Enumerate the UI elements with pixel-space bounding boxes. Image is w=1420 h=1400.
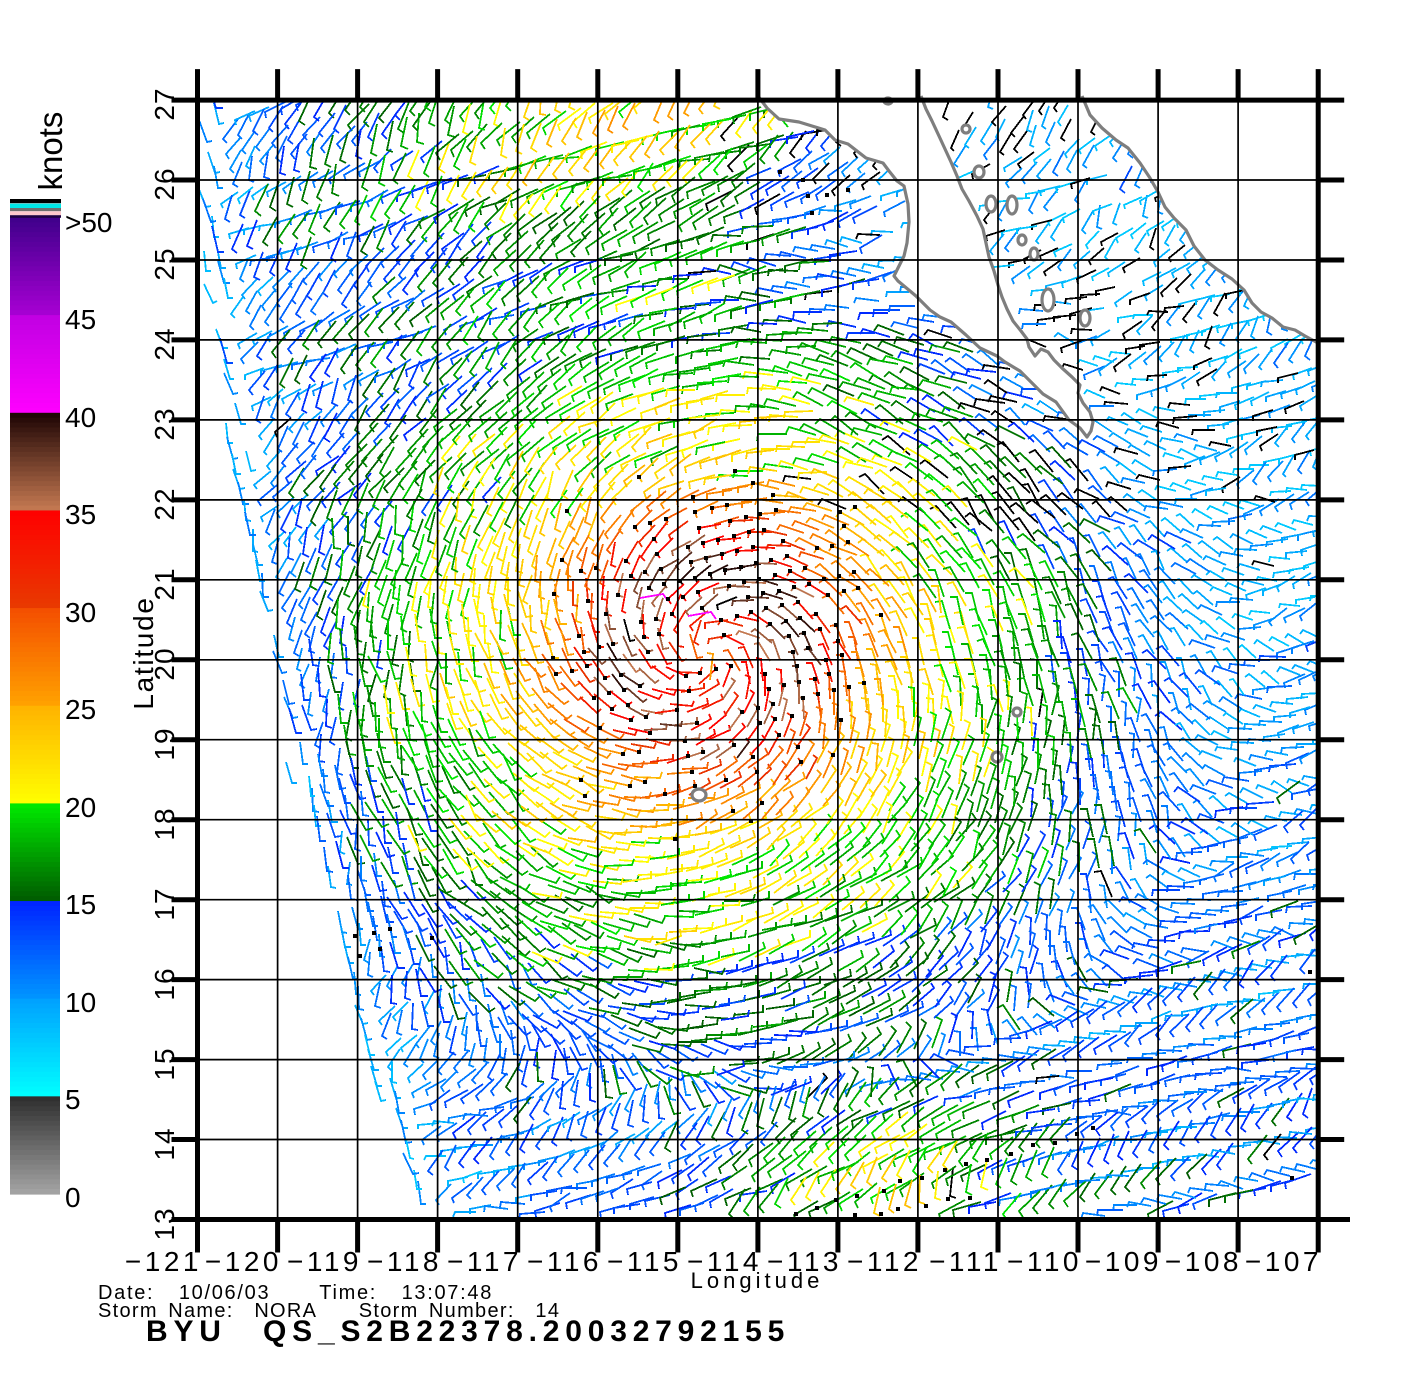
svg-text:45: 45 <box>65 304 96 335</box>
svg-text:−115: −115 <box>607 1246 682 1277</box>
svg-text:−120: −120 <box>205 1246 282 1277</box>
svg-text:25: 25 <box>149 247 180 280</box>
svg-text:0: 0 <box>65 1182 81 1213</box>
svg-text:−113: −113 <box>767 1246 842 1277</box>
svg-text:>50: >50 <box>65 207 113 238</box>
svg-text:26: 26 <box>149 167 180 200</box>
svg-text:40: 40 <box>65 402 96 433</box>
svg-text:20: 20 <box>65 792 96 823</box>
svg-text:−116: −116 <box>527 1246 602 1277</box>
svg-text:18: 18 <box>149 807 180 840</box>
svg-text:−117: −117 <box>447 1246 522 1277</box>
svg-text:35: 35 <box>65 499 96 530</box>
svg-text:27: 27 <box>149 87 180 120</box>
svg-text:Date: 10/06/03 Time: 13:0: Date: 10/06/03 Time: 13:07:48 <box>98 1282 493 1304</box>
svg-text:−119: −119 <box>287 1246 362 1277</box>
svg-text:knots: knots <box>32 112 69 191</box>
svg-text:10: 10 <box>65 987 96 1018</box>
svg-text:−108: −108 <box>1165 1246 1242 1277</box>
svg-text:17: 17 <box>149 887 180 920</box>
svg-text:5: 5 <box>65 1084 81 1115</box>
svg-text:−107: −107 <box>1245 1246 1322 1277</box>
svg-text:−112: −112 <box>847 1246 922 1277</box>
svg-text:16: 16 <box>149 967 180 1000</box>
svg-text:Storm Name: NORA Storm Num: Storm Name: NORA Storm Number: 14 <box>98 1300 560 1322</box>
svg-text:14: 14 <box>149 1127 180 1160</box>
svg-text:−121: −121 <box>125 1246 202 1277</box>
svg-text:−110: −110 <box>1007 1246 1082 1277</box>
svg-text:−118: −118 <box>367 1246 442 1277</box>
svg-text:21: 21 <box>149 567 180 600</box>
svg-text:22: 22 <box>149 487 180 520</box>
svg-text:24: 24 <box>149 327 180 360</box>
svg-text:−109: −109 <box>1085 1246 1162 1277</box>
svg-text:−111: −111 <box>929 1246 1002 1277</box>
svg-text:Longitude: Longitude <box>691 1268 824 1293</box>
svg-text:15: 15 <box>149 1047 180 1080</box>
svg-text:−114: −114 <box>687 1246 762 1277</box>
svg-text:25: 25 <box>65 694 96 725</box>
svg-text:19: 19 <box>149 727 180 760</box>
svg-text:Latitude: Latitude <box>128 596 159 709</box>
svg-text:13: 13 <box>149 1207 180 1240</box>
svg-text:15: 15 <box>65 889 96 920</box>
svg-text:30: 30 <box>65 597 96 628</box>
svg-text:BYU QS_S2B22378.20032792155: BYU QS_S2B22378.20032792155 <box>146 1315 790 1348</box>
svg-text:20: 20 <box>149 647 180 680</box>
svg-text:23: 23 <box>149 407 180 440</box>
